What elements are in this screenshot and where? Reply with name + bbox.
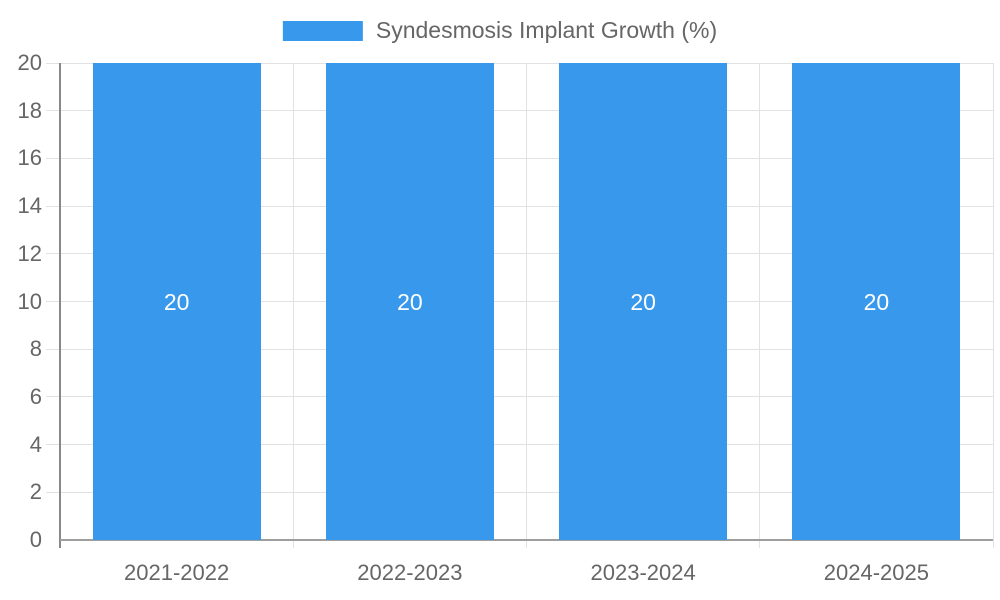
- y-tick-label: 10: [17, 288, 42, 314]
- y-axis-line: [59, 63, 61, 548]
- chart-legend-item[interactable]: Syndesmosis Implant Growth (%): [282, 17, 718, 44]
- y-gridline: [46, 491, 993, 493]
- legend-label: Syndesmosis Implant Growth (%): [375, 17, 718, 43]
- x-gridline: [292, 63, 294, 548]
- x-axis-line: [60, 539, 993, 541]
- legend-swatch-icon: [282, 20, 363, 41]
- y-tick-label: 6: [29, 383, 42, 409]
- bar-value-label: 20: [863, 288, 890, 315]
- y-tick-label: 16: [17, 145, 42, 171]
- x-gridline: [526, 63, 527, 548]
- y-gridline: [46, 253, 993, 255]
- y-tick-label: 2: [29, 479, 42, 505]
- y-tick-label: 12: [17, 240, 42, 266]
- y-gridline: [46, 62, 993, 64]
- y-gridline: [46, 348, 993, 350]
- bar-value-label: 20: [163, 288, 190, 315]
- y-tick-label: 0: [29, 527, 42, 552]
- y-gridline: [46, 157, 993, 159]
- x-tick-label: 2023-2024: [590, 560, 696, 585]
- y-gridline: [46, 444, 993, 446]
- x-gridline: [759, 63, 761, 548]
- bar-value-label: 20: [630, 288, 656, 315]
- x-tick-label: 2024-2025: [823, 560, 929, 585]
- y-gridline: [46, 396, 993, 398]
- y-tick-label: 4: [29, 431, 42, 457]
- y-gridline: [46, 110, 993, 112]
- bar-value-label: 20: [397, 288, 423, 315]
- x-gridline: [992, 63, 994, 548]
- x-tick-label: 2021-2022: [124, 560, 230, 585]
- y-tick-label: 20: [17, 50, 42, 75]
- y-tick-label: 18: [17, 97, 42, 123]
- bar[interactable]: [325, 63, 494, 540]
- y-gridline: [46, 205, 993, 207]
- x-tick-label: 2022-2023: [357, 560, 463, 585]
- bar[interactable]: [559, 63, 728, 540]
- y-gridline: [46, 301, 993, 302]
- bar[interactable]: [92, 63, 261, 540]
- y-tick-label: 14: [17, 193, 42, 219]
- bar[interactable]: [792, 63, 961, 540]
- y-tick-label: 8: [29, 336, 42, 362]
